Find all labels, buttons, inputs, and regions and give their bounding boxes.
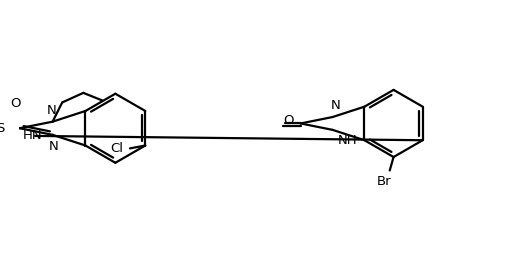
Text: Cl: Cl [110, 142, 123, 155]
Text: O: O [283, 114, 293, 127]
Text: O: O [11, 97, 21, 110]
Text: S: S [0, 122, 5, 135]
Text: NH: NH [337, 134, 357, 147]
Text: HN: HN [23, 129, 42, 142]
Text: Br: Br [377, 174, 391, 188]
Text: N: N [331, 99, 340, 112]
Text: N: N [47, 104, 56, 117]
Text: N: N [49, 140, 58, 153]
